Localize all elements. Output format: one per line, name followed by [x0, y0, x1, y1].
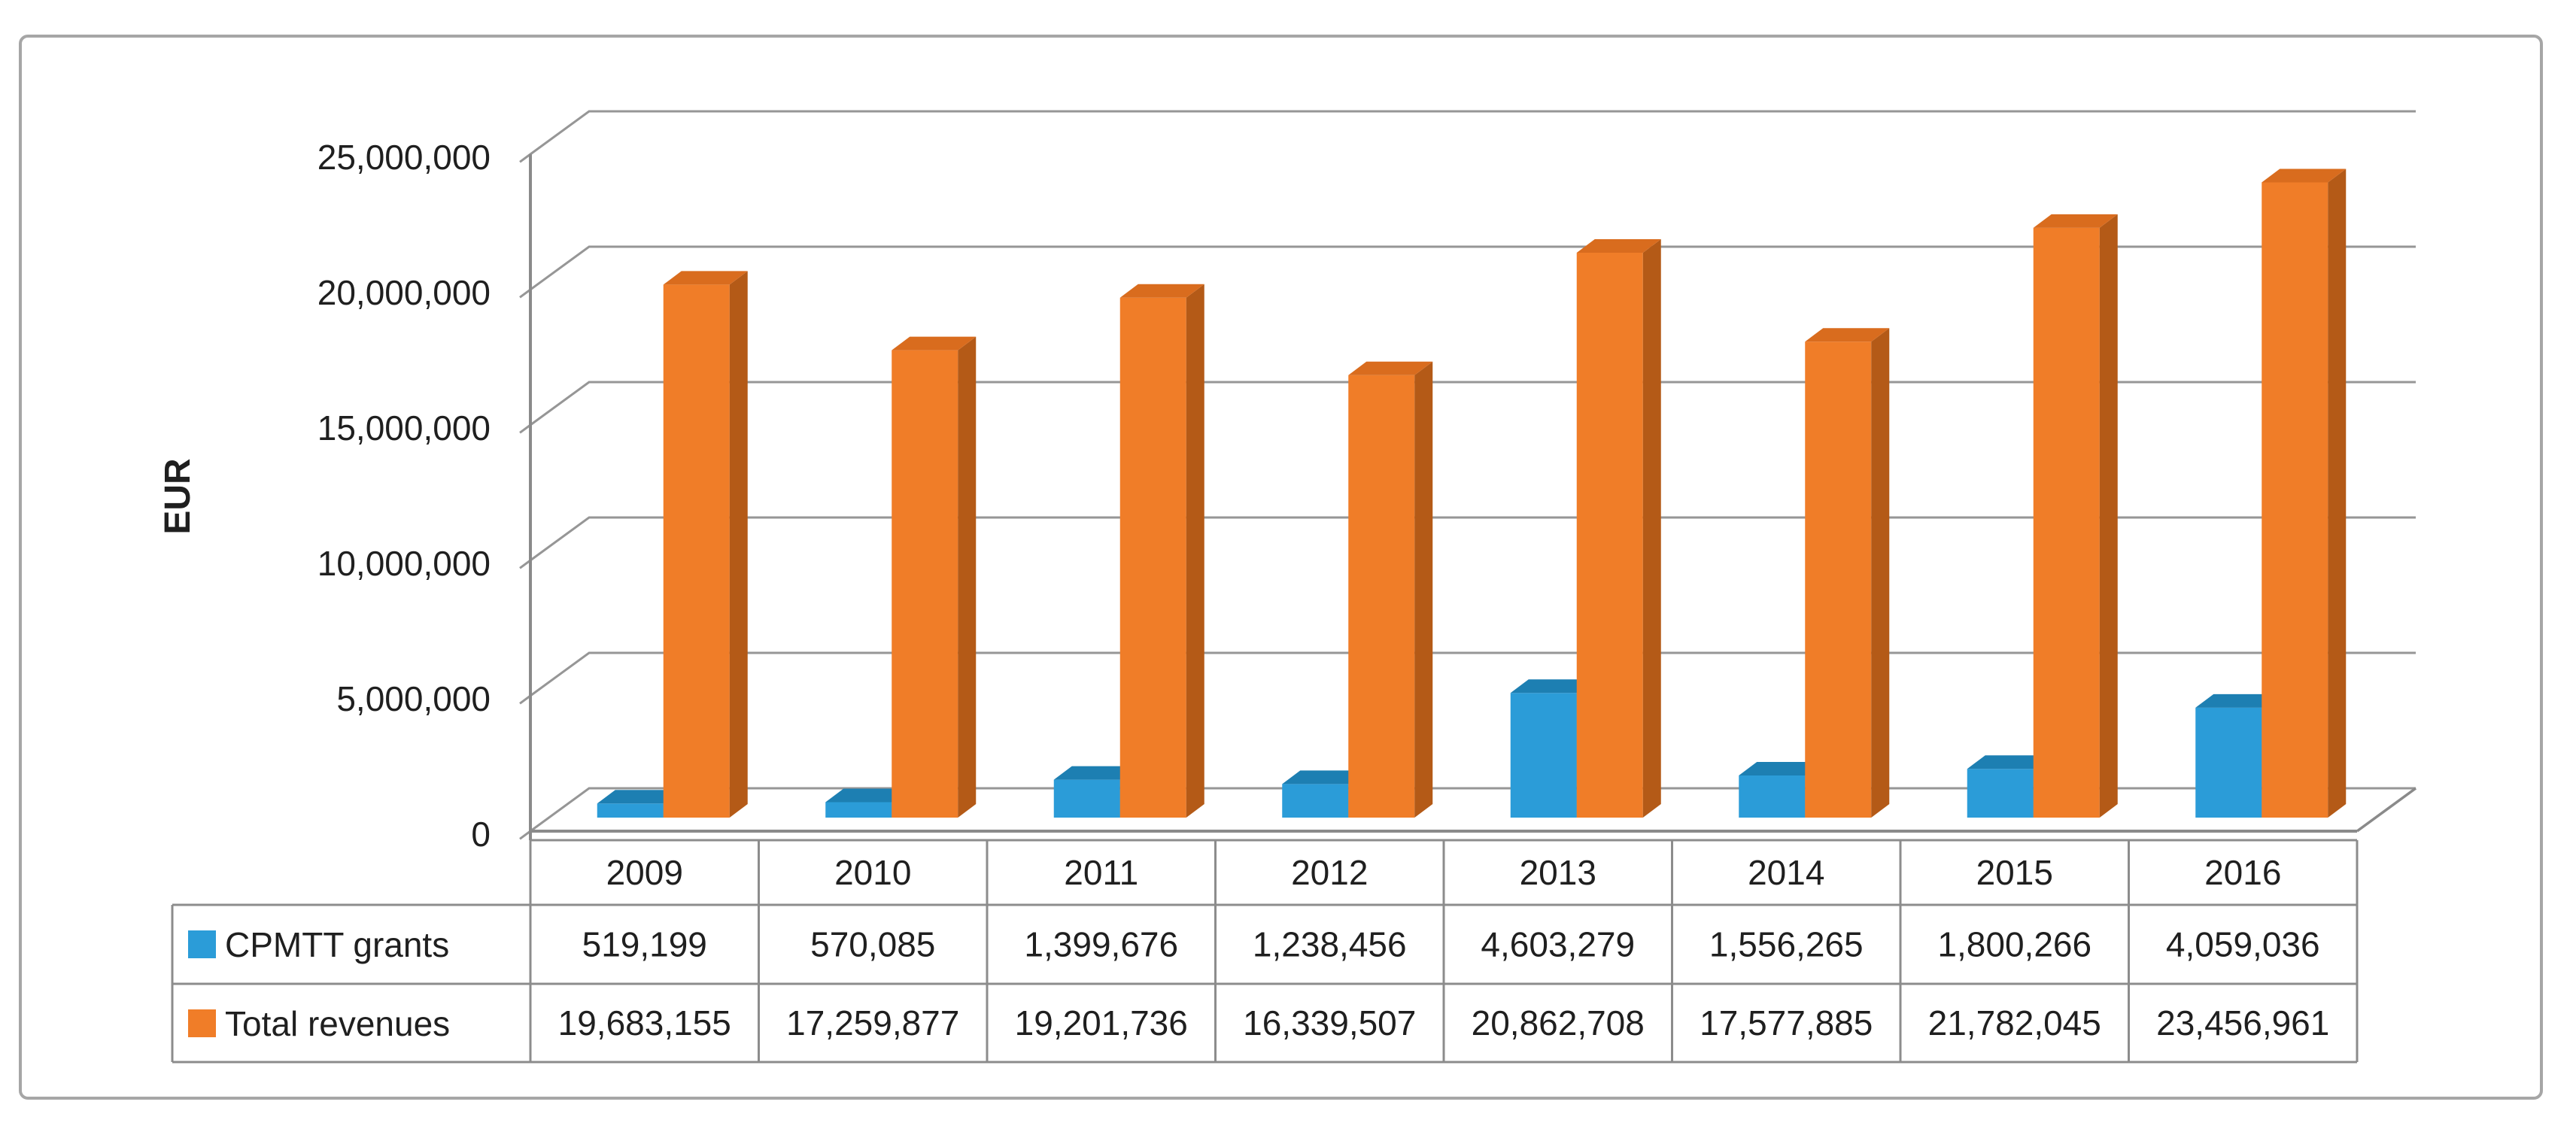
bar-total-revenues-2009-top: [663, 271, 748, 285]
bar-cpmtt-grants-2016-front: [2195, 707, 2262, 818]
table-cell-value: 17,577,885: [1700, 1003, 1873, 1043]
table-cell-year: 2015: [1976, 853, 2053, 892]
bar-total-revenues-2009-front: [663, 284, 730, 818]
bar-total-revenues-2014-top: [1805, 328, 1890, 342]
data-table: 2009 519,199 19,683,155 2010 570,085 17,259,8…: [171, 839, 2359, 1064]
bar-cpmtt-grants-2010-top: [825, 788, 910, 803]
y-axis-tick-label: 25,000,000: [317, 138, 491, 177]
gridline: [519, 516, 2416, 569]
table-cell-value: 21,782,045: [1928, 1003, 2101, 1043]
table-cell-year: 2013: [1520, 853, 1596, 892]
bar-total-revenues-2014-front: [1805, 341, 1872, 818]
bar-total-revenues-2011-front: [1119, 297, 1186, 818]
gridlines: 25,000,000 20,000,000 15,000,000 10,000,000…: [317, 110, 2417, 854]
gridline: [519, 381, 2416, 434]
gridline: [519, 651, 2416, 705]
table-cell-value: 1,800,266: [1937, 925, 2091, 964]
bar-total-revenues-2015-side: [2099, 214, 2118, 818]
y-axis-tick-label: 0: [471, 815, 491, 854]
bar-total-revenues-2012-front: [1348, 375, 1415, 818]
table-cell-value: 1,556,265: [1709, 925, 1864, 964]
bar-cpmtt-grants-2014-front: [1739, 775, 1806, 818]
gridline: [519, 245, 2416, 299]
y-axis-tick-label: 10,000,000: [317, 544, 491, 583]
bar-cpmtt-grants-2012-top: [1282, 770, 1367, 785]
bar-total-revenues-2012-top: [1348, 361, 1433, 375]
bar-total-revenues-2015-front: [2033, 227, 2100, 818]
table-cell-value: 16,339,507: [1243, 1003, 1416, 1043]
table-cell-value: 1,399,676: [1024, 925, 1178, 964]
bar-total-revenues-2011-top: [1119, 284, 1204, 298]
bar-cpmtt-grants-2010-front: [825, 802, 892, 818]
bar-cpmtt-grants-2013-front: [1510, 693, 1577, 818]
table-cell-value: 1,238,456: [1253, 925, 1407, 964]
table-cell-value: 17,259,877: [786, 1003, 959, 1043]
bar-total-revenues-2016-side: [2328, 168, 2347, 818]
legend-swatch-cpmtt-grants-icon: [188, 930, 216, 958]
table-cell-value: 19,201,736: [1015, 1003, 1188, 1043]
table-cell-value: 519,199: [582, 925, 707, 964]
legend-label-cpmtt-grants: CPMTT grants: [225, 925, 449, 964]
bar-cpmtt-grants-2016-top: [2195, 693, 2280, 708]
bar-total-revenues-2015-top: [2033, 214, 2118, 228]
floor-right-edge: [2356, 787, 2417, 833]
bar-total-revenues-2013-front: [1576, 252, 1643, 818]
bar-cpmtt-grants-2011-top: [1053, 766, 1138, 780]
bar-cpmtt-grants-2013-top: [1510, 679, 1595, 693]
table-cell-value: 20,862,708: [1472, 1003, 1645, 1043]
y-axis-tick-label: 20,000,000: [317, 273, 491, 312]
bar-cpmtt-grants-2009-front: [597, 803, 664, 818]
bar-total-revenues-2014-side: [1871, 328, 1890, 818]
bar-cpmtt-grants-2015-top: [1967, 755, 2052, 769]
bar-total-revenues-2010-top: [892, 336, 977, 351]
bar-total-revenues-2013-top: [1576, 238, 1661, 253]
bar-cpmtt-grants-2009-top: [597, 790, 682, 804]
bar-cpmtt-grants-2012-front: [1282, 784, 1349, 818]
table-cell-value: 19,683,155: [558, 1003, 731, 1043]
table-cell-value: 4,603,279: [1481, 925, 1635, 964]
bar-cpmtt-grants-2014-top: [1739, 761, 1824, 775]
table-cell-year: 2009: [606, 853, 683, 892]
legend: CPMTT grants Total revenues: [188, 925, 450, 1043]
bar-cpmtt-grants-2015-front: [1967, 769, 2034, 818]
table-cell-year: 2010: [834, 853, 911, 892]
table-cell-value: 4,059,036: [2166, 925, 2320, 964]
gridline: [519, 110, 2416, 163]
table-cell-year: 2012: [1291, 853, 1368, 892]
bar-total-revenues-2010-front: [892, 350, 958, 818]
y-axis-title: EUR: [158, 458, 198, 534]
bar-cpmtt-grants-2011-front: [1053, 779, 1120, 818]
table-cell-year: 2016: [2204, 853, 2281, 892]
gridline: [519, 787, 2416, 840]
bar-total-revenues-2013-side: [1642, 238, 1661, 818]
legend-label-total-revenues: Total revenues: [225, 1004, 450, 1043]
bar-total-revenues-2010-side: [958, 336, 977, 818]
y-axis-tick-label: 15,000,000: [317, 408, 491, 448]
bars: [597, 168, 2347, 818]
bar-total-revenues-2009-side: [729, 271, 748, 818]
bar-total-revenues-2016-top: [2262, 168, 2347, 183]
y-axis-tick-label: 5,000,000: [336, 679, 491, 718]
bar-total-revenues-2012-side: [1414, 361, 1433, 818]
table-cell-value: 570,085: [810, 925, 935, 964]
bar-total-revenues-2011-side: [1186, 284, 1204, 818]
table-cell-value: 23,456,961: [2156, 1003, 2329, 1043]
table-cell-year: 2014: [1748, 853, 1824, 892]
table-cell-year: 2011: [1064, 853, 1138, 892]
legend-swatch-total-revenues-icon: [188, 1009, 216, 1037]
bar-total-revenues-2016-front: [2262, 182, 2328, 818]
